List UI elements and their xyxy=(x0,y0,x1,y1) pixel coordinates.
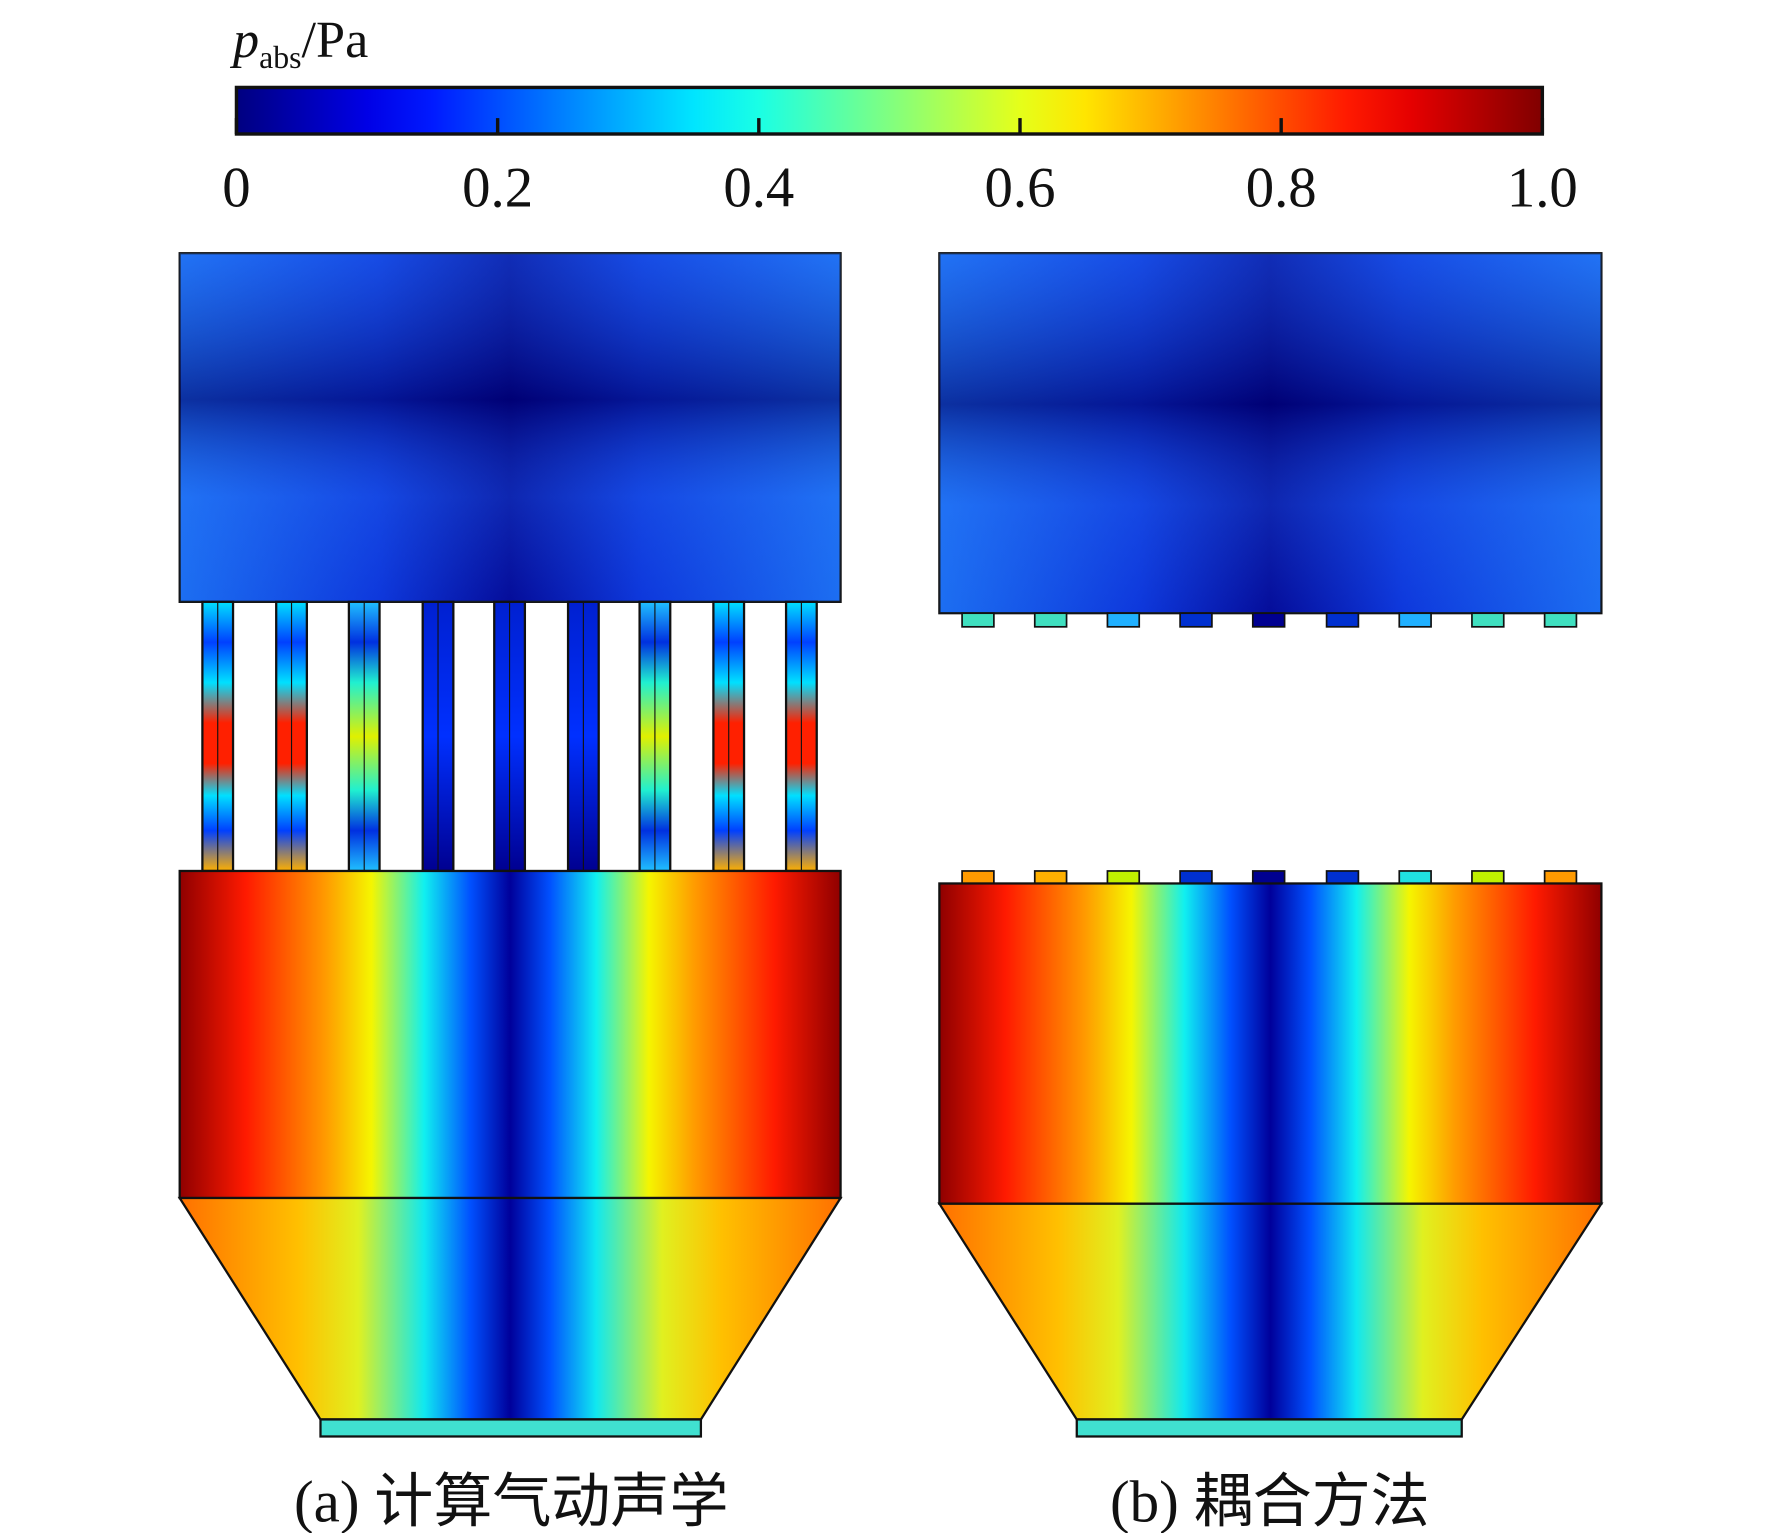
panel-caption: (a) 计算气动声学 xyxy=(294,1469,728,1533)
stub xyxy=(1325,612,1360,628)
port-stubs xyxy=(961,612,1578,885)
tick-label: 1.0 xyxy=(1507,157,1578,220)
outlet xyxy=(1075,1418,1463,1438)
cone xyxy=(937,1202,1604,1421)
label-symbol: p xyxy=(229,11,259,69)
stub xyxy=(1106,612,1141,628)
upper-shade xyxy=(179,253,841,602)
stub xyxy=(1033,870,1068,885)
stub xyxy=(1543,870,1578,885)
label-unit: /Pa xyxy=(302,11,369,69)
stub xyxy=(1179,612,1213,628)
tick-label: 0.4 xyxy=(723,157,794,220)
stub xyxy=(1471,612,1505,628)
lower-chamber xyxy=(938,882,1603,1205)
stub xyxy=(1179,870,1213,885)
stub xyxy=(1251,870,1286,885)
stub xyxy=(1471,870,1505,885)
stub xyxy=(1325,870,1360,885)
tick-label: 0.2 xyxy=(462,157,533,220)
stub xyxy=(1398,612,1432,628)
panel-a xyxy=(177,252,843,1438)
stub xyxy=(961,612,995,628)
colorbar-label: pabs/Pa xyxy=(229,11,368,75)
colorbar: 0 0.2 0.4 0.6 0.8 1.0 xyxy=(222,85,1578,220)
tick-label: 0.8 xyxy=(1246,157,1317,220)
cone xyxy=(177,1196,843,1421)
label-subscript: abs xyxy=(259,40,301,75)
lower-chamber xyxy=(178,869,842,1200)
stub xyxy=(1398,870,1432,885)
tick-label: 0.6 xyxy=(985,157,1056,220)
stub xyxy=(1033,612,1068,628)
stub xyxy=(961,870,995,885)
upper-shade xyxy=(939,253,1602,614)
tick-label: 0 xyxy=(222,157,250,220)
panel-b xyxy=(937,252,1604,1438)
panel-caption: (b) 耦合方法 xyxy=(1110,1469,1430,1533)
tubes xyxy=(201,600,818,873)
colorbar-gradient xyxy=(234,85,1545,136)
stub xyxy=(1106,870,1141,885)
stub xyxy=(1251,612,1286,628)
outlet xyxy=(319,1418,703,1438)
stub xyxy=(1543,612,1578,628)
